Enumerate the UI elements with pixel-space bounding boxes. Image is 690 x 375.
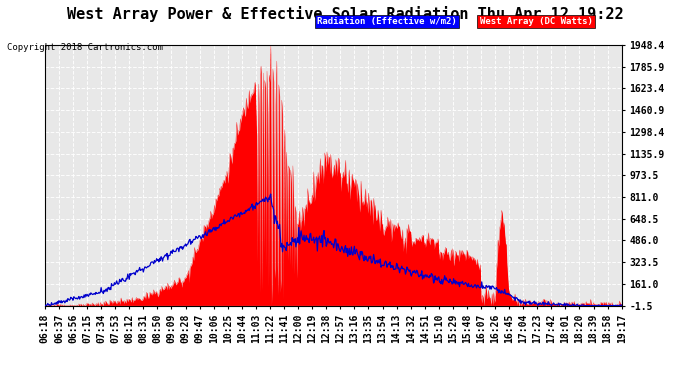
Text: Copyright 2018 Cartronics.com: Copyright 2018 Cartronics.com <box>7 43 163 52</box>
Text: West Array (DC Watts): West Array (DC Watts) <box>480 17 593 26</box>
Text: West Array Power & Effective Solar Radiation Thu Apr 12 19:22: West Array Power & Effective Solar Radia… <box>67 6 623 22</box>
Text: Radiation (Effective w/m2): Radiation (Effective w/m2) <box>317 17 457 26</box>
